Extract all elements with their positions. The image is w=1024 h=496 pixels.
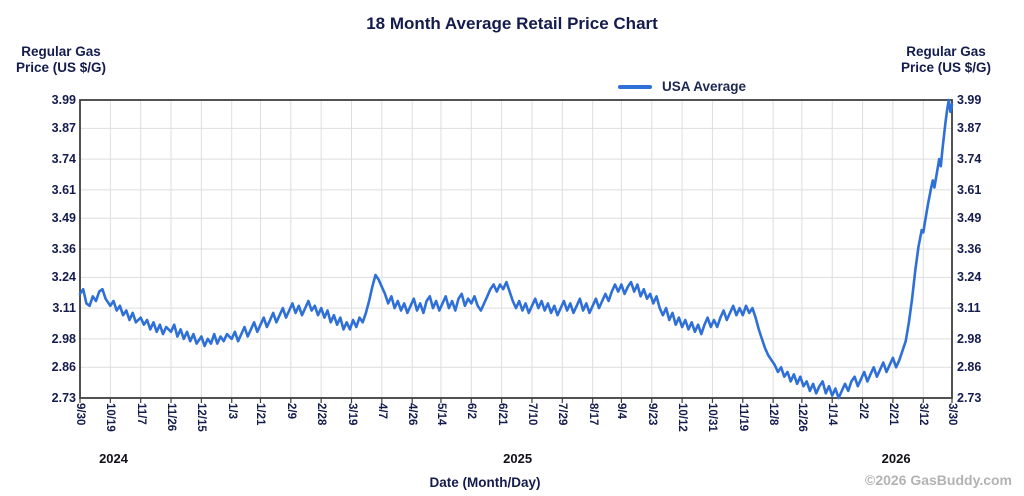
x-tick-label: 4/7: [375, 403, 388, 419]
right-y-axis-title-line2: Price (US $/G): [900, 60, 992, 75]
right-y-tick-label: 3.36: [957, 242, 982, 256]
right-y-tick-label: 3.99: [957, 93, 982, 107]
left-y-tick-label: 2.98: [51, 331, 76, 346]
left-y-tick-label: 3.74: [51, 152, 76, 167]
left-y-tick-label: 3.24: [51, 270, 76, 285]
x-tick-label: 7/10: [525, 403, 538, 426]
x-tick-label: 6/2: [465, 403, 478, 419]
x-tick-label: 1/3: [225, 403, 238, 419]
x-tick-label: 2/9: [284, 403, 297, 419]
x-tick-label: 3/30: [946, 403, 958, 426]
x-tick-label: 12/15: [195, 403, 208, 432]
right-y-tick-label: 2.86: [957, 360, 982, 375]
right-y-tick-label: 3.61: [957, 182, 982, 197]
usa-average-line-swatch: [618, 84, 652, 89]
x-tick-label: 11/26: [165, 403, 178, 432]
left-y-tick-label: 3.61: [51, 182, 76, 197]
x-tick-label: 9/23: [645, 403, 658, 426]
left-y-tick-label: 3.11: [52, 301, 76, 316]
right-y-tick-label: 3.11: [957, 301, 981, 316]
left-y-tick-label: 3.49: [51, 211, 76, 226]
x-tick-label: 10/19: [104, 403, 117, 432]
left-y-axis-title-line1: Regular Gas: [21, 44, 101, 59]
year-label-2025: 2025: [503, 451, 533, 466]
left-y-tick-label: 2.73: [51, 391, 76, 405]
x-tick-label: 1/14: [826, 403, 839, 426]
left-y-tick-label: 3.36: [51, 242, 76, 256]
x-tick-label: 10/12: [676, 403, 689, 432]
right-y-tick-label: 3.49: [957, 211, 982, 226]
legend-label-usa-average: USA Average: [662, 79, 747, 94]
right-y-axis-title: Regular Gas Price (US $/G): [874, 44, 1018, 76]
right-y-axis-title-line1: Regular Gas: [906, 44, 986, 59]
right-y-tick-label: 2.73: [957, 391, 982, 405]
copyright-text: ©2026 GasBuddy.com: [865, 472, 1012, 488]
left-y-tick-label: 3.99: [51, 93, 76, 107]
right-y-tick-label: 3.87: [957, 121, 982, 136]
x-tick-label: 2/28: [315, 403, 328, 426]
right-y-tick-label: 3.74: [957, 152, 982, 167]
x-tick-label: 6/21: [495, 403, 508, 426]
x-tick-label: 7/29: [556, 403, 569, 426]
x-tick-label: 10/31: [706, 403, 719, 432]
x-axis-title: Date (Month/Day): [429, 475, 541, 490]
x-tick-label: 11/19: [736, 403, 749, 432]
x-tick-label: 12/8: [767, 403, 780, 426]
x-tick-label: 2/21: [886, 403, 899, 426]
right-y-tick-label: 3.24: [957, 270, 982, 285]
chart-title: 18 Month Average Retail Price Chart: [366, 14, 658, 33]
usa-average-price-line: [78, 98, 954, 400]
x-tick-label: 2/2: [856, 403, 869, 419]
plot-border: [79, 99, 953, 399]
x-tick-label: 12/26: [795, 403, 808, 432]
x-tick-label: 4/26: [406, 403, 419, 426]
x-tick-label: 3/12: [917, 403, 930, 426]
x-tick-label: 9/4: [615, 403, 628, 419]
right-y-tick-label: 2.98: [957, 331, 982, 346]
left-y-tick-label: 3.87: [51, 121, 76, 136]
left-y-axis-title-line2: Price (US $/G): [15, 60, 107, 75]
left-y-axis-title: Regular Gas Price (US $/G): [2, 44, 120, 76]
year-label-2026: 2026: [881, 451, 911, 466]
x-tick-label: 9/30: [74, 403, 86, 426]
x-tick-label: 1/21: [254, 403, 267, 426]
x-tick-label: 5/14: [434, 403, 447, 426]
year-label-2024: 2024: [99, 451, 128, 466]
left-y-tick-label: 2.86: [51, 360, 76, 375]
x-tick-label: 11/7: [134, 403, 147, 425]
x-tick-label: 3/19: [345, 403, 358, 426]
x-tick-label: 8/17: [586, 403, 599, 426]
legend: USA Average: [618, 79, 746, 94]
